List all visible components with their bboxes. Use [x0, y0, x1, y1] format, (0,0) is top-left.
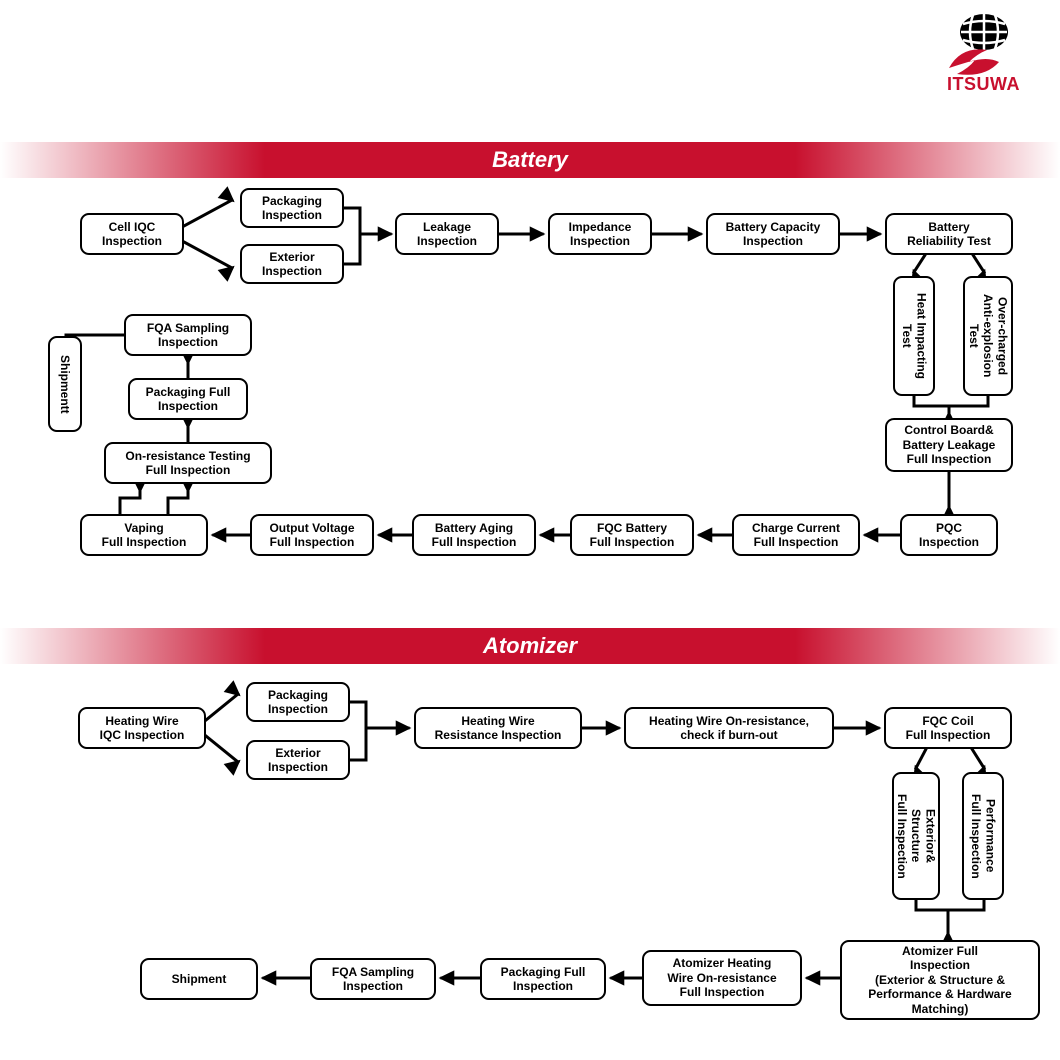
node-b_over: Over-chargedAnti-explosionTest [963, 276, 1013, 396]
node-b_rel: BatteryReliability Test [885, 213, 1013, 255]
node-a_wire: Heating WireIQC Inspection [78, 707, 206, 749]
node-b_chg: Charge CurrentFull Inspection [732, 514, 860, 556]
node-a_pkg: PackagingInspection [246, 682, 350, 722]
node-b_pqc: PQCInspection [900, 514, 998, 556]
node-b_ext: ExteriorInspection [240, 244, 344, 284]
node-a_heat: Atomizer HeatingWire On-resistanceFull I… [642, 950, 802, 1006]
node-b_pkg: PackagingInspection [240, 188, 344, 228]
node-a_burn: Heating Wire On-resistance,check if burn… [624, 707, 834, 749]
node-b_imp: ImpedanceInspection [548, 213, 652, 255]
node-b_vape: VapingFull Inspection [80, 514, 208, 556]
node-a_res: Heating WireResistance Inspection [414, 707, 582, 749]
node-b_age: Battery AgingFull Inspection [412, 514, 536, 556]
node-b_volt: Output VoltageFull Inspection [250, 514, 374, 556]
node-a_exts: Exterior&StructureFull Inspection [892, 772, 940, 900]
swoosh-icon [947, 44, 1001, 78]
node-a_perf: PerformanceFull Inspection [962, 772, 1004, 900]
brand-logo: ITSUWA [947, 12, 1020, 95]
node-a_pkgf: Packaging FullInspection [480, 958, 606, 1000]
node-a_ship: Shipment [140, 958, 258, 1000]
node-a_ext: ExteriorInspection [246, 740, 350, 780]
node-a_fqc: FQC CoilFull Inspection [884, 707, 1012, 749]
node-a_fqa: FQA SamplingInspection [310, 958, 436, 1000]
node-b_fqa: FQA SamplingInspection [124, 314, 252, 356]
node-b_cell: Cell IQCInspection [80, 213, 184, 255]
node-b_fqc: FQC BatteryFull Inspection [570, 514, 694, 556]
atomizer-section-header: Atomizer [0, 628, 1060, 664]
node-a_full: Atomizer FullInspection(Exterior & Struc… [840, 940, 1040, 1020]
battery-section-header: Battery [0, 142, 1060, 178]
node-b_leak: LeakageInspection [395, 213, 499, 255]
node-b_pkgf: Packaging FullInspection [128, 378, 248, 420]
node-b_heat: Heat ImpactingTest [893, 276, 935, 396]
node-b_ship: Shipmentt [48, 336, 82, 432]
node-b_onr: On-resistance TestingFull Inspection [104, 442, 272, 484]
node-b_cap: Battery CapacityInspection [706, 213, 840, 255]
node-b_ctrl: Control Board&Battery LeakageFull Inspec… [885, 418, 1013, 472]
